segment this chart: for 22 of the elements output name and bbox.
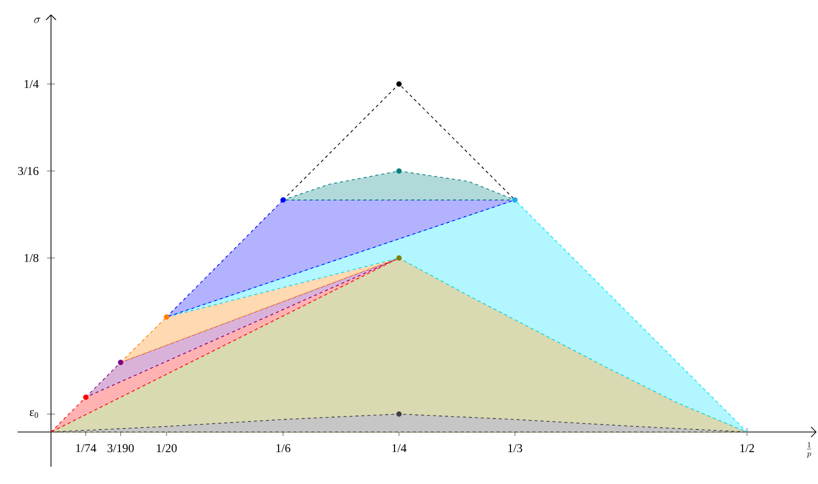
x-axis-title: $\frac{1}{p}$	[806, 442, 812, 458]
y-axis-title: $\sigma$	[34, 18, 40, 24]
x-tick-label: 1/3	[508, 444, 522, 452]
y-tick-label: 1/8	[24, 254, 38, 262]
point	[118, 360, 124, 366]
x-tick-label: 1/74	[76, 444, 96, 452]
y-tick-label: 1/4	[24, 80, 39, 88]
x-tick-label: 1/20	[156, 444, 177, 452]
point	[280, 197, 286, 203]
x-tick-label: 1/6	[276, 444, 290, 452]
point	[164, 314, 170, 320]
point	[396, 168, 402, 174]
point	[396, 411, 402, 417]
y-tick-label: 3/16	[18, 166, 38, 176]
y-tick-label: ε$_{0}$	[30, 410, 38, 418]
point	[396, 81, 402, 87]
x-tick-label: 3/190	[108, 444, 134, 452]
point	[512, 197, 518, 203]
x-tick-label: 1/2	[740, 444, 754, 452]
point	[396, 255, 402, 261]
point	[83, 394, 88, 400]
x-tick-label: 1/4	[392, 444, 406, 452]
